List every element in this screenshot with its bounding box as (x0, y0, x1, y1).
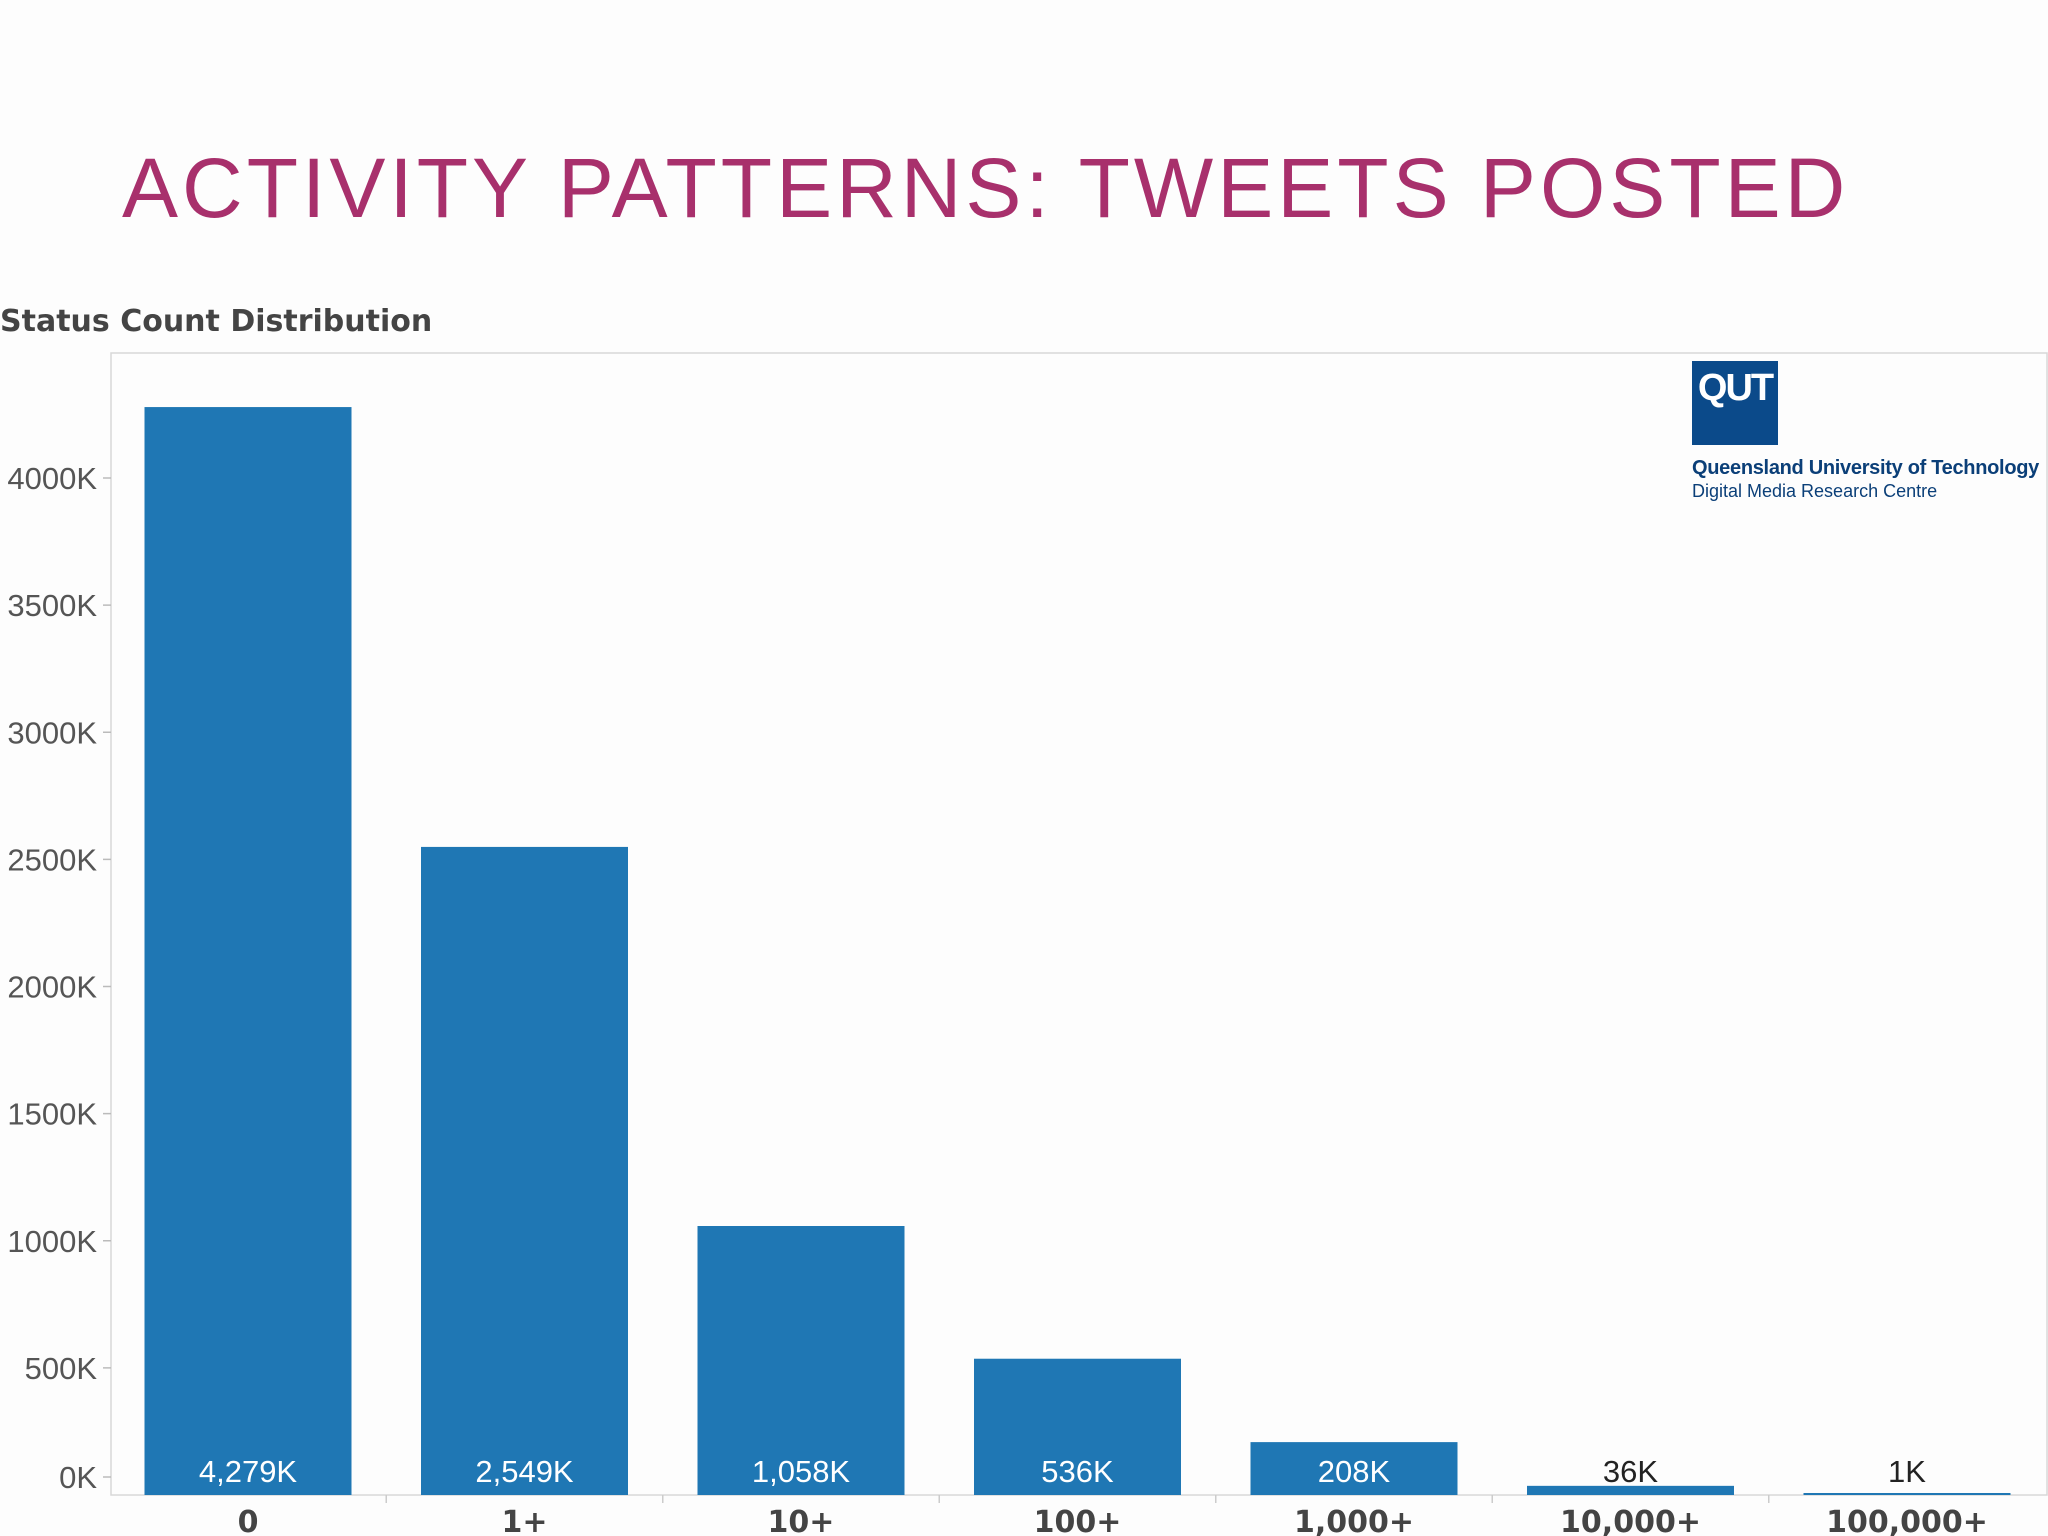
bar-value-label: 208K (1318, 1454, 1391, 1489)
plot-frame (110, 352, 2048, 1496)
y-tick-label: 1000K (7, 1224, 97, 1259)
logo-centre-name: Digital Media Research Centre (1692, 481, 1938, 501)
x-tick-label: 0 (238, 1505, 259, 1536)
qut-logo: QUT Queensland University of Technology … (1692, 361, 2039, 502)
y-tick-label: 3500K (7, 588, 97, 623)
bar-value-label: 36K (1603, 1454, 1658, 1489)
x-tick-label: 100,000+ (1826, 1505, 1988, 1536)
bar-value-label: 4,279K (199, 1454, 298, 1489)
bar (1250, 1442, 1458, 1495)
bar (974, 1358, 1181, 1495)
qut-logo-mark-text: QUT (1697, 367, 1774, 409)
bar-value-label: 536K (1041, 1454, 1114, 1489)
bar-value-label: 1,058K (752, 1454, 851, 1489)
bars: 4,279K 2,549K 1,058K 536K 208K 36K 1K (144, 407, 2011, 1496)
y-tick-label: 2500K (7, 842, 97, 877)
x-tick-label: 100+ (1034, 1505, 1122, 1536)
y-tick-label: 1500K (7, 1097, 97, 1132)
x-tick-label: 10+ (768, 1505, 835, 1536)
x-axis: 0 1+ 10+ 100+ 1,000+ 10,000+ 100,000+ (238, 1495, 1988, 1536)
chart-title: Status Count Distribution (0, 304, 433, 339)
y-tick-label: 4000K (7, 461, 97, 496)
bar-value-label: 1K (1888, 1454, 1926, 1489)
bar (697, 1226, 905, 1495)
y-tick-label: 2000K (7, 970, 97, 1005)
qut-logo-mark: QUT (1692, 361, 1778, 445)
y-tick-label: 500K (25, 1351, 98, 1386)
bar (144, 407, 352, 1496)
x-tick-label: 1+ (501, 1505, 547, 1536)
x-tick-label: 10,000+ (1560, 1505, 1701, 1536)
y-tick-label: 0K (59, 1460, 97, 1495)
bar-value-label: 2,549K (475, 1454, 574, 1489)
x-tick-label: 1,000+ (1294, 1505, 1414, 1536)
logo-institution-name: Queensland University of Technology (1692, 457, 2039, 479)
y-tick-label: 3000K (7, 715, 97, 750)
bar (1803, 1493, 2011, 1495)
slide-title: ACTIVITY PATTERNS: TWEETS POSTED (122, 141, 1850, 235)
y-axis: 0K 500K 1000K 1500K 2000K 2500K 3000K 3500K 4000… (7, 352, 2048, 1496)
bar (421, 846, 628, 1495)
bar (1527, 1485, 1734, 1495)
